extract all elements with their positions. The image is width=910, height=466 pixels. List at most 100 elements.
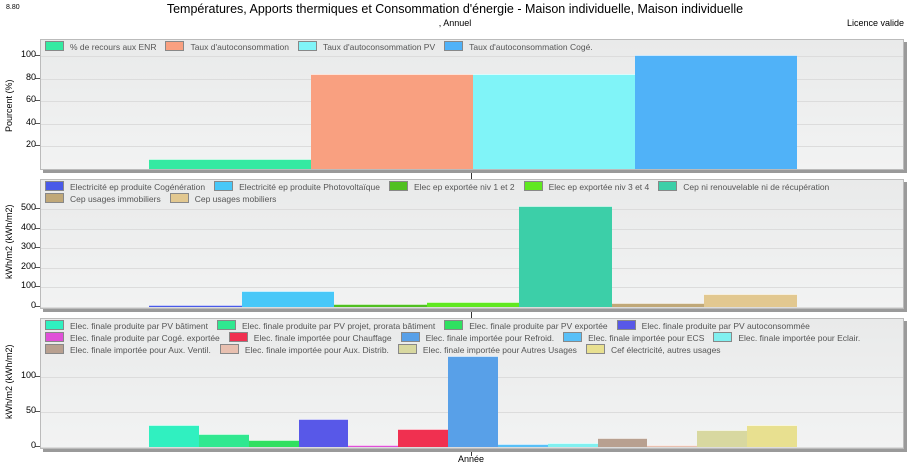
y-tick-mark bbox=[35, 145, 40, 147]
bar-elec-finale-import-e-pour-aux-ventil-[interactable] bbox=[597, 438, 648, 447]
legend-item[interactable]: Electricité ep produite Photovoltaïque bbox=[214, 181, 380, 193]
bar-elec-finale-produite-par-pv-b-timent[interactable] bbox=[149, 425, 199, 447]
legend-item[interactable]: Cep ni renouvelable ni de récupération bbox=[658, 181, 829, 193]
bar-elec-finale-import-e-pour-aux-distrib-[interactable] bbox=[647, 445, 698, 447]
legend: Electricité ep produite Cogénération Elec… bbox=[45, 181, 899, 205]
bar-elec-finale-produite-par-pv-autoconsomm-e[interactable] bbox=[298, 419, 349, 447]
legend-swatch-icon bbox=[45, 344, 64, 354]
legend-swatch-icon bbox=[397, 344, 417, 354]
gridline bbox=[41, 267, 903, 269]
chart-title: Températures, Apports thermiques et Cons… bbox=[166, 2, 744, 16]
version-label: 8.80 bbox=[6, 4, 20, 11]
bar-elec-finale-import-e-pour-chauffage[interactable] bbox=[398, 428, 449, 447]
legend-item[interactable]: Cep usages mobiliers bbox=[169, 193, 277, 205]
legend-item[interactable]: % de recours aux ENR bbox=[45, 41, 156, 53]
bar-elec-finale-import-e-pour-eclair-[interactable] bbox=[547, 443, 598, 447]
legend-label: Elec. finale importée pour Aux. Ventil. bbox=[70, 345, 211, 355]
bar-elec-finale-produite-par-pv-projet-prorata-b-timent[interactable] bbox=[198, 434, 249, 447]
bar-elec-finale-import-e-pour-autres-usages[interactable] bbox=[697, 429, 748, 447]
legend-label: Cep usages mobiliers bbox=[194, 194, 277, 204]
legend-swatch-icon bbox=[400, 332, 420, 342]
legend-swatch-icon bbox=[219, 344, 239, 354]
legend-swatch-icon bbox=[388, 181, 408, 191]
bar-cep-usages-immobiliers[interactable] bbox=[611, 302, 705, 307]
y-axis-label: Pourcent (%) bbox=[4, 79, 14, 133]
legend-label: Cep ni renouvelable ni de récupération bbox=[683, 182, 830, 192]
legend-item[interactable]: Taux d'autoconsommation PV bbox=[297, 41, 436, 53]
bar-taux-d-autoconsommation[interactable] bbox=[311, 74, 473, 169]
legend-item[interactable]: Electricité ep produite Cogénération bbox=[45, 181, 205, 193]
legend-label: Elec ep exportée niv 1 et 2 bbox=[413, 182, 515, 192]
legend-item[interactable]: Elec. finale produite par PV autoconsomm… bbox=[616, 320, 810, 332]
y-tick-mark bbox=[35, 306, 40, 307]
chart-subtitle: , Annuel bbox=[438, 18, 472, 28]
y-tick-label: 100 bbox=[20, 370, 36, 380]
bar-electricit-ep-produite-cog-n-ration[interactable] bbox=[149, 305, 242, 307]
y-tick-label: 100 bbox=[20, 49, 36, 59]
legend-item[interactable]: Elec. finale importée pour Aux. Ventil. bbox=[45, 344, 211, 356]
legend-swatch-icon bbox=[523, 181, 543, 191]
legend-item[interactable]: Elec. finale produite par Cogé. exportée bbox=[45, 332, 220, 344]
legend-swatch-icon bbox=[45, 41, 64, 51]
bar-elec-finale-import-e-pour-ecs[interactable] bbox=[497, 443, 548, 447]
legend-item[interactable]: Elec. finale importée pour Chauffage bbox=[228, 332, 392, 344]
legend-label: Elec. finale importée pour Refroid. bbox=[425, 333, 555, 343]
legend-item[interactable]: Elec. finale importée pour Eclair. bbox=[713, 332, 860, 344]
y-tick-mark bbox=[35, 247, 40, 249]
bar-elec-ep-export-e-niv-3-et-4[interactable] bbox=[426, 302, 520, 307]
gridline bbox=[41, 209, 903, 210]
bar-taux-d-autoconsommation-pv[interactable] bbox=[473, 74, 635, 169]
gridline bbox=[41, 287, 903, 289]
legend-item[interactable]: Elec. finale produite par PV exportée bbox=[444, 320, 608, 332]
legend-item[interactable]: Elec. finale produite par PV projet, pro… bbox=[216, 320, 435, 332]
legend-item[interactable]: Elec. finale importée pour ECS bbox=[563, 332, 704, 344]
legend-item[interactable]: Cef électricité, autres usages bbox=[585, 344, 721, 356]
legend-swatch-icon bbox=[45, 320, 64, 330]
legend-item[interactable]: Elec. finale importée pour Refroid. bbox=[400, 332, 555, 344]
y-tick-label: 40 bbox=[25, 116, 36, 127]
legend-swatch-icon bbox=[169, 193, 189, 203]
y-tick-mark bbox=[35, 77, 40, 79]
y-tick-label: 400 bbox=[20, 221, 36, 232]
legend-swatch-icon bbox=[563, 332, 583, 342]
y-tick-mark bbox=[35, 55, 40, 56]
legend-item[interactable]: Cep usages immobiliers bbox=[45, 193, 161, 205]
legend-label: Cep usages immobiliers bbox=[70, 194, 161, 204]
legend-item[interactable]: Elec ep exportée niv 3 et 4 bbox=[523, 181, 649, 193]
bar-elec-finale-import-e-pour-refroid-[interactable] bbox=[448, 356, 498, 447]
gridline bbox=[41, 56, 903, 57]
bar-cep-ni-renouvelable-ni-de-r-cup-ration[interactable] bbox=[519, 206, 612, 307]
y-tick-mark bbox=[35, 266, 40, 268]
bar-elec-finale-produite-par-cog-export-e[interactable] bbox=[348, 445, 399, 447]
legend-label: Taux d'autoconsommation PV bbox=[322, 42, 436, 52]
legend-swatch-icon bbox=[165, 41, 185, 51]
y-tick-label: 20 bbox=[25, 139, 36, 150]
legend-item[interactable]: Elec. finale produite par PV bâtiment bbox=[45, 320, 208, 332]
legend-swatch-icon bbox=[713, 332, 733, 342]
legend-label: Elec. finale produite par PV bâtiment bbox=[70, 321, 208, 331]
bar-cef-lectricit-autres-usages[interactable] bbox=[747, 425, 797, 447]
bar--de-recours-aux-enr[interactable] bbox=[149, 158, 311, 169]
legend-item[interactable]: Elec. finale importée pour Aux. Distrib. bbox=[219, 344, 389, 356]
y-tick-label: 300 bbox=[20, 241, 36, 252]
legend-item[interactable]: Elec. finale importée pour Autres Usages bbox=[397, 344, 577, 356]
y-tick-label: 0 bbox=[30, 300, 36, 310]
legend-swatch-icon bbox=[616, 320, 636, 330]
legend-item[interactable]: Taux d'autoconsommation Cogé. bbox=[444, 41, 593, 53]
y-tick-label: 50 bbox=[25, 405, 36, 415]
legend-item[interactable]: Taux d'autoconsommation bbox=[165, 41, 289, 53]
bar-elec-finale-produite-par-pv-export-e[interactable] bbox=[248, 440, 299, 447]
legend: % de recours aux ENR Taux d'autoconsommat… bbox=[45, 41, 899, 53]
legend-swatch-icon bbox=[297, 41, 317, 51]
bar-cep-usages-mobiliers[interactable] bbox=[704, 294, 797, 307]
legend-swatch-icon bbox=[444, 41, 464, 51]
chart-panel-2: Electricité ep produite Cogénération Elec… bbox=[40, 179, 904, 309]
bar-electricit-ep-produite-photovolta-que[interactable] bbox=[241, 290, 335, 307]
legend-label: Taux d'autoconsommation Cogé. bbox=[469, 42, 593, 52]
legend-item[interactable]: Elec ep exportée niv 1 et 2 bbox=[388, 181, 515, 193]
bar-elec-ep-export-e-niv-1-et-2[interactable] bbox=[334, 303, 427, 307]
legend-swatch-icon bbox=[45, 193, 64, 203]
legend-label: Elec. finale importée pour Aux. Distrib. bbox=[244, 345, 389, 355]
y-tick-label: 100 bbox=[20, 280, 36, 291]
bar-taux-d-autoconsommation-cog-[interactable] bbox=[635, 55, 797, 169]
